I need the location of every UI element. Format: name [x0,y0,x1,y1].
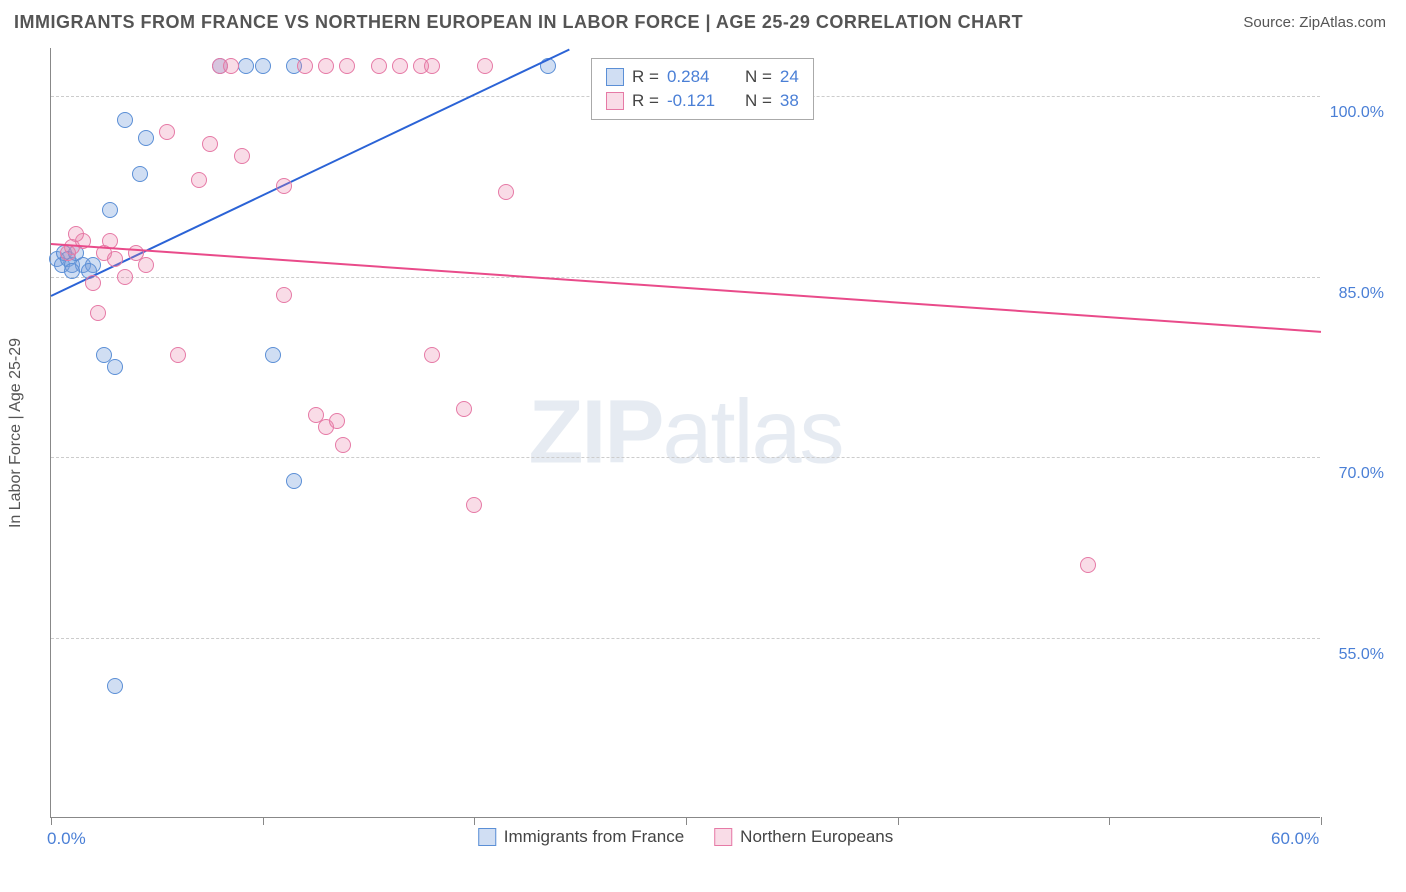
scatter-point [329,413,345,429]
scatter-point [64,263,80,279]
stats-legend-row: R = 0.284 N = 24 [606,65,799,89]
scatter-point [90,305,106,321]
y-tick-label: 85.0% [1324,285,1384,303]
r-label: R = [632,67,659,87]
scatter-point [335,437,351,453]
scatter-point [107,678,123,694]
x-tick [898,817,899,825]
stats-legend-row: R = -0.121 N = 38 [606,89,799,113]
n-value: 24 [780,67,799,87]
trend-line [51,48,570,296]
legend-swatch [478,828,496,846]
scatter-point [424,347,440,363]
scatter-point [138,257,154,273]
x-tick [474,817,475,825]
scatter-point [60,245,76,261]
legend-swatch [714,828,732,846]
watermark: ZIPatlas [528,381,842,484]
y-axis-title: In Labor Force | Age 25-29 [7,337,25,527]
stats-legend: R = 0.284 N = 24 R = -0.121 N = 38 [591,58,814,120]
n-label: N = [745,67,772,87]
watermark-rest: atlas [662,382,842,482]
y-tick-label: 100.0% [1324,104,1384,122]
legend-item: Northern Europeans [714,827,893,847]
x-tick [1109,817,1110,825]
bottom-legend: Immigrants from France Northern Europeans [478,827,894,847]
y-tick-label: 55.0% [1324,646,1384,664]
scatter-point [1080,557,1096,573]
scatter-point [107,251,123,267]
source-label: Source: ZipAtlas.com [1243,14,1386,31]
x-tick [1321,817,1322,825]
scatter-point [498,184,514,200]
legend-label: Immigrants from France [504,827,684,847]
scatter-point [276,287,292,303]
scatter-point [456,401,472,417]
scatter-point [85,275,101,291]
scatter-point [466,497,482,513]
scatter-point [223,58,239,74]
scatter-point [107,359,123,375]
plot-wrap: In Labor Force | Age 25-29 ZIPatlas 55.0… [50,48,1390,838]
scatter-point [170,347,186,363]
scatter-point [318,58,334,74]
r-label: R = [632,91,659,111]
plot-area: In Labor Force | Age 25-29 ZIPatlas 55.0… [50,48,1320,818]
legend-label: Northern Europeans [740,827,893,847]
scatter-point [297,58,313,74]
scatter-point [159,124,175,140]
r-value: 0.284 [667,67,727,87]
scatter-point [371,58,387,74]
x-tick [51,817,52,825]
legend-swatch [606,92,624,110]
scatter-point [255,58,271,74]
scatter-point [265,347,281,363]
n-label: N = [745,91,772,111]
scatter-point [68,226,84,242]
source-name: ZipAtlas.com [1299,14,1386,31]
chart-title: IMMIGRANTS FROM FRANCE VS NORTHERN EUROP… [14,12,1023,33]
scatter-point [238,58,254,74]
scatter-point [234,148,250,164]
scatter-point [339,58,355,74]
watermark-bold: ZIP [528,382,662,482]
scatter-point [477,58,493,74]
trend-line [51,243,1321,333]
scatter-point [117,112,133,128]
scatter-point [286,473,302,489]
source-prefix: Source: [1243,14,1299,31]
scatter-point [102,202,118,218]
scatter-point [117,269,133,285]
legend-item: Immigrants from France [478,827,684,847]
x-tick-label: 0.0% [47,829,86,849]
gridline-h [51,638,1320,639]
scatter-point [424,58,440,74]
gridline-h [51,277,1320,278]
gridline-h [51,457,1320,458]
scatter-point [392,58,408,74]
legend-swatch [606,68,624,86]
scatter-point [138,130,154,146]
x-tick [686,817,687,825]
x-tick [263,817,264,825]
n-value: 38 [780,91,799,111]
r-value: -0.121 [667,91,727,111]
scatter-point [132,166,148,182]
scatter-point [202,136,218,152]
scatter-point [191,172,207,188]
scatter-point [276,178,292,194]
x-tick-label: 60.0% [1271,829,1319,849]
y-tick-label: 70.0% [1324,465,1384,483]
